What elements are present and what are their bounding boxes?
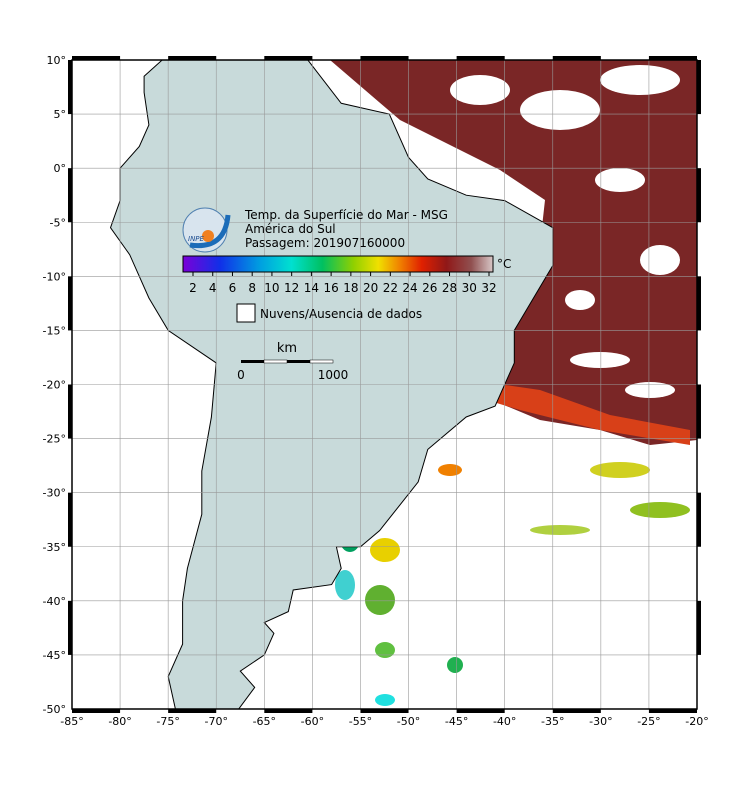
colorbar-tick-label: 32	[481, 281, 496, 295]
sst-patches	[335, 462, 690, 706]
colorbar-tick-label: 22	[383, 281, 398, 295]
x-tick-label: -70°	[204, 715, 227, 728]
logo-text: INPE	[188, 235, 205, 243]
y-tick-label: -35°	[43, 541, 66, 554]
x-tick-label: -45°	[445, 715, 468, 728]
frame-bar	[72, 56, 121, 60]
logo-sun	[202, 230, 214, 242]
colorbar-tick-label: 26	[422, 281, 437, 295]
y-tick-label: -5°	[50, 216, 66, 229]
y-tick-label: 0°	[54, 162, 67, 175]
frame-bar	[72, 709, 121, 713]
frame-bar	[68, 276, 72, 331]
title: Temp. da Superfície do Mar - MSG	[244, 208, 448, 222]
x-tick-label: -25°	[637, 715, 660, 728]
colorbar	[182, 255, 494, 273]
map-area	[72, 60, 697, 709]
frame-bar	[168, 56, 217, 60]
colorbar-tick-label: 10	[264, 281, 279, 295]
x-tick-label: -35°	[541, 715, 564, 728]
y-tick-label: -20°	[43, 379, 66, 392]
x-tick-label: -80°	[108, 715, 131, 728]
frame-bar	[697, 384, 701, 439]
y-tick-label: -50°	[43, 703, 66, 716]
frame-bar	[68, 492, 72, 547]
frame-bar	[552, 709, 601, 713]
colorbar-tick-label: 6	[229, 281, 237, 295]
colorbar-tick-label: 16	[323, 281, 338, 295]
y-tick-label: -25°	[43, 433, 66, 446]
frame-bar	[456, 56, 505, 60]
x-tick-label: -60°	[301, 715, 324, 728]
colorbar-tick-label: 8	[248, 281, 256, 295]
frame-bar	[552, 56, 601, 60]
logo: INPE	[182, 207, 231, 253]
frame-bar	[648, 709, 697, 713]
scale-unit: km	[277, 341, 297, 356]
y-tick-label: 5°	[54, 108, 67, 121]
colorbar-tick-label: 2	[189, 281, 197, 295]
y-tick-label: -10°	[43, 270, 66, 283]
frame-bar	[697, 168, 701, 223]
frame-bar	[68, 600, 72, 655]
y-tick-label: 10°	[47, 54, 67, 67]
frame-bar	[264, 709, 313, 713]
y-tick-label: -30°	[43, 487, 66, 500]
y-tick-label: -15°	[43, 324, 66, 337]
frame-bar	[360, 56, 409, 60]
frame-bar	[264, 56, 313, 60]
frame-bar	[697, 600, 701, 655]
colorbar-tick-label: 12	[284, 281, 299, 295]
scale-end: 1000	[318, 368, 349, 382]
frame-bar	[456, 709, 505, 713]
x-tick-label: -75°	[156, 715, 179, 728]
colorbar-tick-label: 24	[402, 281, 417, 295]
colorbar-tick-label: 18	[343, 281, 358, 295]
x-tick-label: -20°	[685, 715, 708, 728]
legend-swatch	[236, 303, 256, 323]
legend-label: Nuvens/Ausencia de dados	[260, 307, 422, 321]
colorbar-tick-label: 30	[462, 281, 477, 295]
scale-segment	[263, 359, 288, 364]
axes: -85° -80° -75° -70° -65° -60° -55° -50° -45° -40°…	[43, 54, 709, 728]
x-tick-label: -50°	[397, 715, 420, 728]
x-tick-label: -40°	[493, 715, 516, 728]
y-tick-label: -40°	[43, 595, 66, 608]
logo-arrow	[189, 214, 231, 249]
frame-bar	[68, 168, 72, 223]
frame-bar	[648, 56, 697, 60]
sst-warm	[330, 60, 697, 445]
colorbar-tick-label: 28	[442, 281, 457, 295]
subtitle: América do Sul	[245, 222, 336, 236]
frame-bar	[168, 709, 217, 713]
frame-bar	[360, 709, 409, 713]
x-tick-label: -55°	[349, 715, 372, 728]
colorbar-ticks: 2 4 6 8 10 12 14 16 18 20 22 24 26 28 30 32	[189, 272, 497, 295]
clouds	[450, 65, 680, 398]
x-tick-label: -85°	[60, 715, 83, 728]
x-tick-label: -65°	[253, 715, 276, 728]
frame-bar	[68, 384, 72, 439]
colorbar-tick-label: 20	[363, 281, 378, 295]
graticule	[72, 60, 697, 709]
colorbar-unit: °C	[497, 257, 511, 271]
frame-bar	[697, 60, 701, 115]
y-tick-label: -45°	[43, 649, 66, 662]
scale-bar: km 0 1000	[237, 341, 348, 382]
frame-bar	[697, 492, 701, 547]
colorbar-tick-label: 14	[304, 281, 319, 295]
colorbar-tick-label: 4	[209, 281, 217, 295]
scale-start: 0	[237, 368, 245, 382]
frame-bar	[68, 60, 72, 115]
sst-front	[470, 380, 690, 445]
pass-time: Passagem: 201907160000	[245, 236, 405, 250]
x-tick-label: -30°	[589, 715, 612, 728]
frame-bar	[697, 276, 701, 331]
scale-segment	[309, 359, 334, 364]
